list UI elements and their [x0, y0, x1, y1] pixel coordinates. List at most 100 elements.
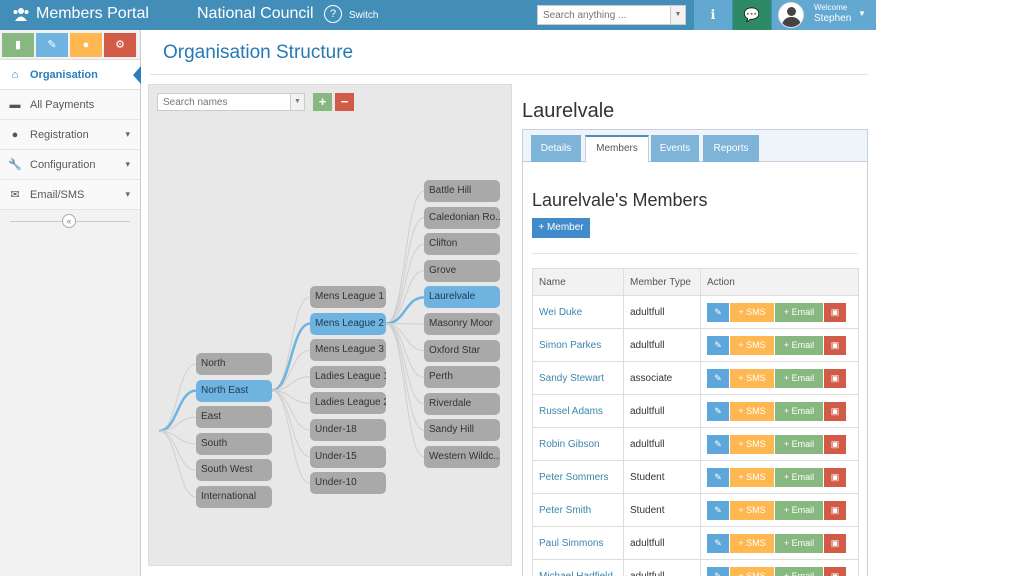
tree-node[interactable]: Under-10 [310, 472, 386, 495]
email-button[interactable]: + Email [775, 500, 823, 520]
tree-search-dropdown-icon[interactable]: ▼ [290, 94, 304, 110]
edit-button[interactable]: ✎ [707, 566, 729, 576]
sms-button[interactable]: + SMS [730, 434, 774, 454]
delete-button[interactable]: ▣ [824, 368, 846, 388]
member-name-link[interactable]: Robin Gibson [532, 427, 624, 461]
sms-button[interactable]: + SMS [730, 368, 774, 388]
edit-button[interactable]: ✎ [707, 335, 729, 355]
email-button[interactable]: + Email [775, 401, 823, 421]
delete-button[interactable]: ▣ [824, 500, 846, 520]
tree-node[interactable]: Battle Hill [424, 180, 500, 202]
sms-button[interactable]: + SMS [730, 302, 774, 322]
member-name-link[interactable]: Peter Sommers [532, 460, 624, 494]
remove-node-button[interactable]: − [335, 93, 354, 111]
delete-button[interactable]: ▣ [824, 533, 846, 553]
sidebar-item-organisation[interactable]: ⌂ Organisation [0, 60, 141, 90]
sms-button[interactable]: + SMS [730, 500, 774, 520]
tree-node[interactable]: Mens League 3 [310, 339, 386, 362]
tree-node[interactable]: Clifton [424, 233, 500, 256]
pencil-shortcut-button[interactable]: ✎ [36, 33, 68, 57]
delete-button[interactable]: ▣ [824, 401, 846, 421]
tree-search[interactable]: ▼ [157, 93, 305, 111]
edit-button[interactable]: ✎ [707, 533, 729, 553]
sidebar-item-configuration[interactable]: 🔧 Configuration ▾ [0, 150, 140, 180]
edit-button[interactable]: ✎ [707, 368, 729, 388]
sms-button[interactable]: + SMS [730, 533, 774, 553]
edit-button[interactable]: ✎ [707, 467, 729, 487]
sms-button[interactable]: + SMS [730, 335, 774, 355]
sidebar-item-email-sms[interactable]: ✉ Email/SMS ▾ [0, 180, 140, 210]
sms-button[interactable]: + SMS [730, 401, 774, 421]
brand[interactable]: Members Portal [12, 5, 149, 23]
delete-button[interactable]: ▣ [824, 566, 846, 576]
tree-node[interactable]: Caledonian Ro... [424, 206, 500, 229]
email-button[interactable]: + Email [775, 434, 823, 454]
edit-button[interactable]: ✎ [707, 434, 729, 454]
member-name-link[interactable]: Michael Hadfield [532, 559, 624, 576]
cogs-shortcut-button[interactable]: ⚙ [104, 33, 136, 57]
tree-node[interactable]: North East [196, 379, 272, 402]
tree-node[interactable]: Masonry Moor [424, 313, 500, 335]
delete-button[interactable]: ▣ [824, 302, 846, 322]
signal-shortcut-button[interactable]: ▮ [2, 33, 34, 57]
tree-search-input[interactable] [158, 94, 288, 110]
tree-node[interactable]: International [196, 486, 272, 508]
edit-button[interactable]: ✎ [707, 401, 729, 421]
email-button[interactable]: + Email [775, 368, 823, 388]
sms-button[interactable]: + SMS [730, 566, 774, 576]
switch-icon[interactable]: ? [324, 5, 342, 23]
member-name-link[interactable]: Sandy Stewart [532, 361, 624, 395]
add-node-button[interactable]: + [313, 93, 332, 111]
tree-node[interactable]: Under-18 [310, 419, 386, 441]
tab-events[interactable]: Events [651, 135, 699, 162]
sidebar-item-label: Configuration [30, 158, 96, 171]
email-button[interactable]: + Email [775, 467, 823, 487]
tree-node[interactable]: South West [196, 459, 272, 482]
tree-node[interactable]: Laurelvale [424, 286, 500, 309]
tree-node[interactable]: Mens League 2 [310, 312, 386, 335]
tab-reports[interactable]: Reports [703, 135, 759, 162]
member-name-link[interactable]: Russel Adams [532, 394, 624, 428]
search-dropdown-icon[interactable]: ▼ [670, 6, 685, 24]
collapse-icon[interactable]: « [62, 214, 76, 228]
email-button[interactable]: + Email [775, 566, 823, 576]
email-button[interactable]: + Email [775, 302, 823, 322]
tree-node[interactable]: Oxford Star [424, 339, 500, 362]
delete-button[interactable]: ▣ [824, 335, 846, 355]
member-name-link[interactable]: Paul Simmons [532, 526, 624, 560]
sidebar-item-registration[interactable]: ● Registration ▾ [0, 120, 140, 150]
global-search[interactable]: ▼ [537, 5, 686, 25]
info-button[interactable]: ℹ [694, 0, 732, 30]
tree-node[interactable]: North [196, 353, 272, 375]
delete-button[interactable]: ▣ [824, 467, 846, 487]
messages-button[interactable]: 💬 [733, 0, 771, 30]
tree-node[interactable]: East [196, 406, 272, 429]
switch-link[interactable]: Switch [349, 10, 379, 21]
tree-node[interactable]: Under-15 [310, 445, 386, 468]
user-menu[interactable]: Welcome Stephen ▼ [772, 0, 876, 30]
tree-node[interactable]: South [196, 432, 272, 455]
group-shortcut-button[interactable]: ● [70, 33, 102, 57]
tree-node[interactable]: Ladies League 2 [310, 392, 386, 415]
tab-members[interactable]: Members [585, 135, 649, 163]
tree-node[interactable]: Mens League 1 [310, 286, 386, 308]
tree-node[interactable]: Grove [424, 259, 500, 282]
add-member-button[interactable]: + Member [532, 218, 590, 238]
member-name-link[interactable]: Simon Parkes [532, 328, 624, 362]
global-search-input[interactable] [538, 6, 668, 24]
edit-button[interactable]: ✎ [707, 302, 729, 322]
delete-button[interactable]: ▣ [824, 434, 846, 454]
sidebar-item-all-payments[interactable]: ▬ All Payments [0, 90, 140, 120]
tree-node[interactable]: Ladies League 1 [310, 365, 386, 388]
sms-button[interactable]: + SMS [730, 467, 774, 487]
tab-details[interactable]: Details [531, 135, 581, 162]
email-button[interactable]: + Email [775, 335, 823, 355]
tree-node[interactable]: Western Wildc... [424, 446, 500, 468]
member-name-link[interactable]: Wei Duke [532, 295, 624, 329]
edit-button[interactable]: ✎ [707, 500, 729, 520]
member-name-link[interactable]: Peter Smith [532, 493, 624, 527]
tree-node[interactable]: Riverdale [424, 392, 500, 415]
tree-node[interactable]: Sandy Hill [424, 419, 500, 442]
tree-node[interactable]: Perth [424, 366, 500, 389]
email-button[interactable]: + Email [775, 533, 823, 553]
